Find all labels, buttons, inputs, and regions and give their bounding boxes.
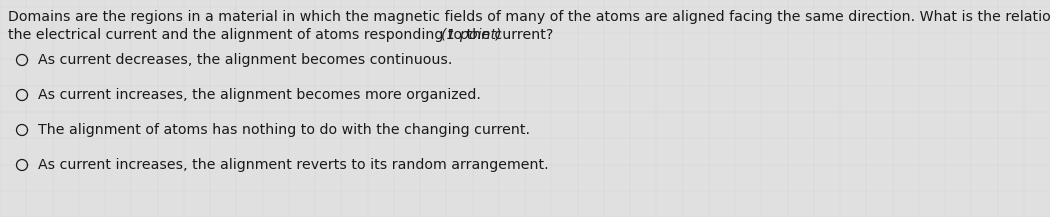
Text: Domains are the regions in a material in which the magnetic fields of many of th: Domains are the regions in a material in…	[8, 10, 1050, 24]
Text: the electrical current and the alignment of atoms responding to the current?: the electrical current and the alignment…	[8, 28, 563, 42]
Text: (1 point): (1 point)	[441, 28, 502, 42]
Text: As current increases, the alignment reverts to its random arrangement.: As current increases, the alignment reve…	[38, 158, 548, 172]
Text: As current increases, the alignment becomes more organized.: As current increases, the alignment beco…	[38, 88, 481, 102]
Text: As current decreases, the alignment becomes continuous.: As current decreases, the alignment beco…	[38, 53, 453, 67]
Text: The alignment of atoms has nothing to do with the changing current.: The alignment of atoms has nothing to do…	[38, 123, 530, 137]
